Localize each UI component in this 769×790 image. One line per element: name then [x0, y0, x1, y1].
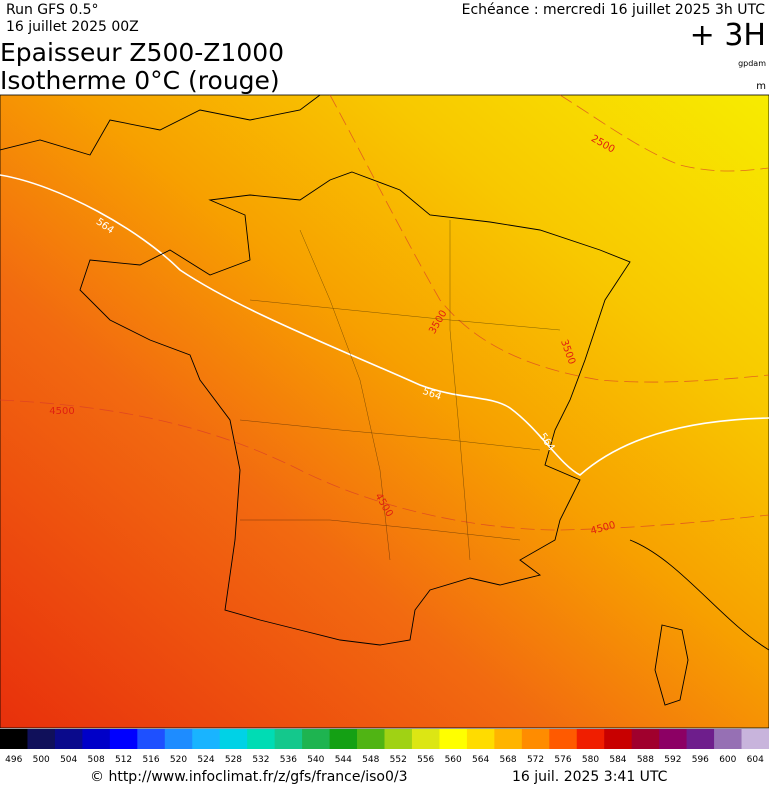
colorbar-swatch [329, 729, 358, 749]
field [0, 94, 769, 729]
colorbar-label: 576 [554, 755, 571, 765]
colorbar-swatch [0, 729, 28, 749]
iso0-contours [0, 94, 769, 531]
thickness-564-line [0, 174, 769, 476]
colorbar-swatch [27, 729, 56, 749]
unit-thickness: gpdam [738, 59, 766, 68]
colorbar-label: 596 [692, 755, 709, 765]
departments [239, 220, 561, 561]
colorbar-label: 556 [417, 755, 434, 765]
colorbar-swatch [164, 729, 193, 749]
colorbar-swatch [741, 729, 769, 749]
unit-iso: m [756, 81, 766, 92]
colorbar-label: 548 [362, 755, 379, 765]
colorbar-label: 532 [252, 755, 269, 765]
colorbar-label: 540 [307, 755, 324, 765]
colorbar-swatch [494, 729, 523, 749]
coastlines [0, 94, 769, 706]
colorbar-swatch [109, 729, 138, 749]
colorbar-swatch [439, 729, 468, 749]
colorbar-swatch [274, 729, 303, 749]
colorbar-swatch [384, 729, 413, 749]
run-label: Run GFS 0.5° [6, 2, 99, 18]
colorbar-swatch [357, 729, 385, 749]
echeance: Echéance : mercredi 16 juillet 2025 3h U… [462, 2, 766, 18]
offset: + 3H [690, 18, 766, 53]
colorbar-label: 588 [637, 755, 654, 765]
colorbar-swatch [137, 729, 166, 749]
colorbar-label: 528 [225, 755, 242, 765]
colorbar-label: 592 [664, 755, 681, 765]
colorbar-label: 560 [445, 755, 462, 765]
colorbar-label: 584 [609, 755, 626, 765]
colorbar-label: 536 [280, 755, 297, 765]
source: © http://www.infoclimat.fr/z/gfs/france/… [90, 769, 407, 785]
colorbar-label: 512 [115, 755, 132, 765]
colorbar: 496 500 504 508 512 516 520 524 528 532 536 540 544 5… [0, 729, 769, 765]
colorbar-swatch [686, 729, 715, 749]
colorbar-label: 580 [582, 755, 599, 765]
colorbar-label: 552 [390, 755, 407, 765]
map-title: Epaisseur Z500-Z1000 [0, 38, 284, 67]
colorbar-label: 564 [472, 755, 489, 765]
colorbar-swatch [659, 729, 688, 749]
colorbar-swatch [192, 729, 221, 749]
colorbar-label: 496 [5, 755, 22, 765]
colorbar-label: 524 [197, 755, 214, 765]
colorbar-swatch [631, 729, 660, 749]
colorbar-label: 516 [142, 755, 159, 765]
run-date: 16 juillet 2025 00Z [6, 19, 139, 35]
contour-label: 4500 [49, 406, 74, 417]
colorbar-label: 504 [60, 755, 77, 765]
colorbar-swatch [302, 729, 331, 749]
colorbar-label: 508 [88, 755, 105, 765]
colorbar-label: 544 [335, 755, 352, 765]
colorbar-label: 604 [747, 755, 764, 765]
colorbar-swatch [82, 729, 111, 749]
colorbar-swatch [219, 729, 248, 749]
colorbar-label: 520 [170, 755, 187, 765]
colorbar-swatch [521, 729, 550, 749]
colorbar-swatch [604, 729, 633, 749]
map-subtitle: Isotherme 0°C (rouge) [0, 66, 280, 95]
colorbar-label: 568 [499, 755, 516, 765]
colorbar-swatch [411, 729, 440, 749]
colorbar-swatch [714, 729, 743, 749]
colorbar-swatch [549, 729, 578, 749]
colorbar-swatch [247, 729, 276, 749]
colorbar-swatch [466, 729, 495, 749]
colorbar-swatch [54, 729, 83, 749]
colorbar-label: 500 [33, 755, 50, 765]
timestamp: 16 juil. 2025 3:41 UTC [512, 769, 668, 785]
colorbar-label: 600 [719, 755, 736, 765]
colorbar-swatch [576, 729, 605, 749]
colorbar-label: 572 [527, 755, 544, 765]
